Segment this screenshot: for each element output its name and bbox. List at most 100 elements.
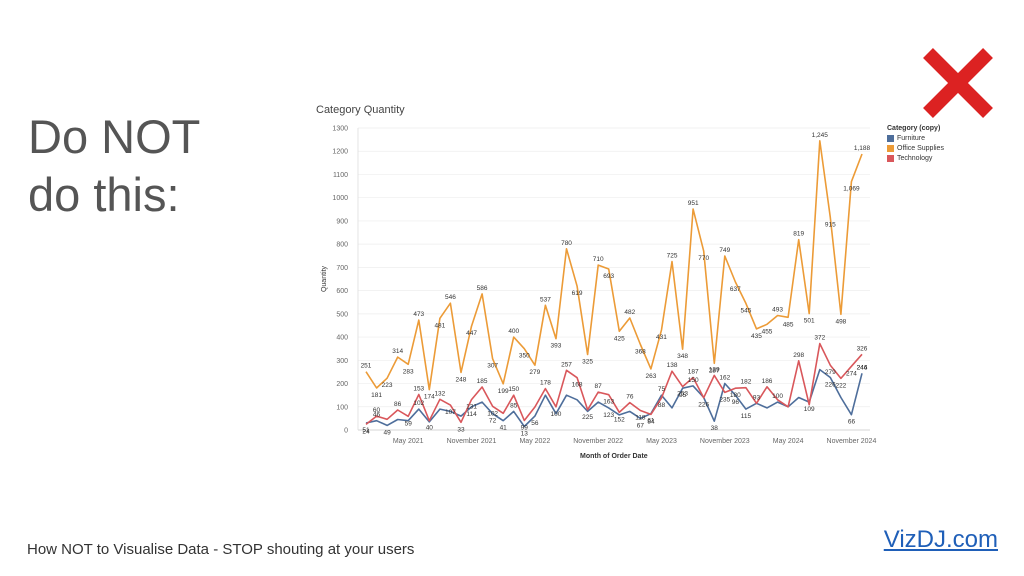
legend-title: Category (copy): [887, 125, 941, 132]
y-axis-title: Quantity: [321, 265, 328, 292]
data-label: 123: [603, 412, 614, 419]
data-label: 100: [551, 411, 562, 418]
data-label: 1,069: [843, 186, 860, 193]
data-label: 182: [740, 379, 751, 386]
data-label: 253: [677, 391, 688, 398]
data-label: 24: [362, 428, 370, 435]
data-label: 178: [540, 380, 551, 387]
x-tick-label: November 2024: [827, 438, 877, 445]
data-label: 163: [603, 399, 614, 406]
data-label: 109: [804, 406, 815, 413]
vizdj-link[interactable]: VizDJ.com: [883, 526, 998, 553]
data-label: 431: [656, 334, 667, 341]
data-label: 248: [456, 376, 467, 383]
data-label: 501: [804, 318, 815, 325]
data-label: 100: [772, 393, 783, 400]
data-label: 287: [709, 367, 720, 374]
x-tick-label: May 2021: [393, 438, 424, 445]
y-tick-label: 1100: [333, 172, 348, 179]
x-tick-label: November 2023: [700, 438, 750, 445]
data-label: 498: [835, 318, 846, 325]
data-label: 481: [434, 322, 445, 329]
data-label: 915: [825, 221, 836, 228]
legend-item-furniture[interactable]: Furniture: [887, 133, 944, 143]
data-label: 86: [394, 401, 402, 408]
data-label: 279: [529, 369, 540, 376]
y-tick-label: 1200: [332, 149, 348, 156]
x-axis-title: Month of Order Date: [580, 453, 648, 460]
data-label: 223: [382, 382, 393, 389]
data-label: 41: [500, 425, 508, 432]
data-label: 38: [711, 425, 719, 432]
slide-heading: Do NOT do this:: [28, 108, 200, 224]
x-tick-label: November 2022: [573, 438, 623, 445]
data-label: 372: [814, 335, 825, 342]
y-tick-label: 600: [336, 288, 348, 295]
data-label: 60: [373, 407, 381, 414]
data-label: 225: [582, 414, 593, 421]
legend-swatch: [887, 154, 894, 162]
chart-legend: Category (copy) Furniture Office Supplie…: [887, 125, 944, 163]
data-label: 85: [510, 402, 518, 409]
cross-stroke-2: [923, 48, 993, 118]
data-label: 326: [857, 345, 868, 352]
legend-item-office-supplies[interactable]: Office Supplies: [887, 143, 944, 153]
data-label: 307: [487, 363, 498, 370]
data-label: 99: [521, 424, 529, 431]
x-tick-label: May 2022: [519, 438, 550, 445]
data-label: 246: [857, 364, 868, 371]
x-tick-label: November 2021: [447, 438, 497, 445]
series-line-furniture: [365, 368, 863, 428]
data-label: 257: [561, 361, 572, 368]
data-label: 187: [688, 368, 699, 375]
data-label: 546: [445, 294, 456, 301]
y-tick-label: 300: [336, 358, 348, 365]
data-label: 298: [793, 352, 804, 359]
data-label: 115: [741, 413, 752, 420]
data-label: 40: [426, 425, 434, 432]
legend-label: Technology: [897, 154, 933, 162]
data-label: 138: [667, 362, 678, 369]
data-label: 168: [572, 382, 583, 389]
data-label: 185: [477, 378, 488, 385]
data-label: 1,245: [812, 132, 829, 139]
data-label: 174: [424, 394, 435, 401]
data-label: 780: [561, 240, 572, 247]
series-line-technology: [365, 342, 863, 426]
data-label: 455: [762, 328, 773, 335]
data-label: 56: [531, 420, 539, 427]
data-label: 131: [466, 404, 477, 411]
data-label: 493: [772, 306, 783, 313]
data-label: 235: [719, 396, 730, 403]
data-label: 59: [405, 420, 413, 427]
data-label: 485: [783, 321, 794, 328]
data-label: 107: [445, 409, 456, 416]
data-label: 33: [457, 426, 465, 433]
data-label: 325: [582, 359, 593, 366]
data-label: 150: [508, 386, 519, 393]
data-label: 725: [667, 253, 678, 260]
data-label: 152: [614, 416, 625, 423]
data-label: 186: [762, 378, 773, 385]
data-label: 76: [626, 394, 634, 401]
data-label: 619: [572, 290, 583, 297]
data-label: 263: [646, 373, 657, 380]
data-label: 425: [614, 335, 625, 342]
data-label: 1,188: [854, 145, 871, 152]
y-tick-label: 1000: [332, 195, 348, 202]
data-label: 132: [434, 390, 445, 397]
data-label: 819: [793, 231, 804, 238]
data-label: 435: [751, 333, 762, 340]
x-tick-label: May 2024: [773, 438, 804, 445]
data-label: 46: [373, 412, 381, 419]
data-label: 400: [508, 328, 519, 335]
data-label: 93: [753, 394, 761, 401]
data-label: 199: [498, 388, 509, 395]
data-label: 473: [413, 311, 424, 318]
cross-icon: [923, 48, 993, 118]
data-label: 67: [637, 422, 645, 429]
legend-item-technology[interactable]: Technology: [887, 153, 944, 163]
data-label: 348: [677, 353, 688, 360]
data-label: 181: [371, 392, 382, 399]
footer-caption: How NOT to Visualise Data - STOP shoutin…: [27, 541, 415, 558]
